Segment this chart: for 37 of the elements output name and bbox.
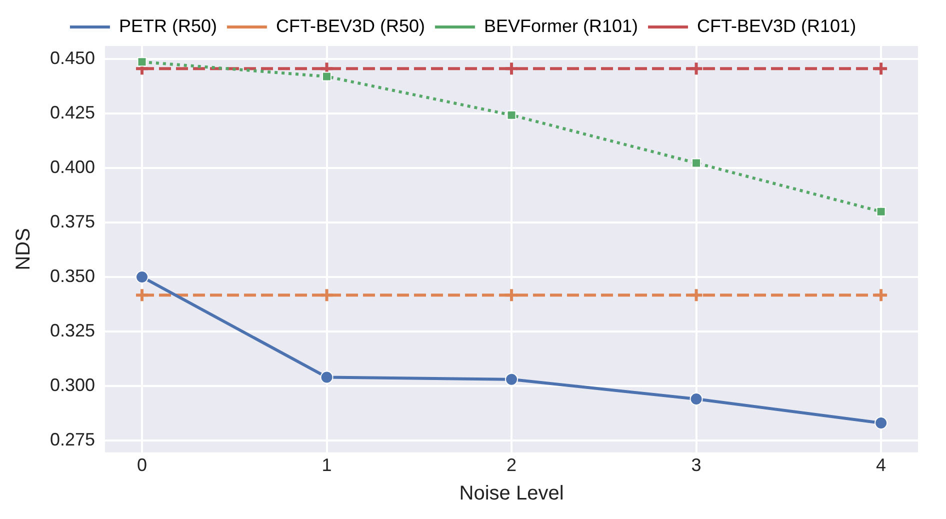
y-tick-label: 0.375: [50, 211, 96, 232]
point: [506, 110, 516, 120]
legend-label: BEVFormer (R101): [484, 16, 638, 36]
x-tick-label: 3: [691, 455, 702, 476]
point: [322, 72, 332, 82]
x-tick-label: 2: [506, 455, 517, 476]
legend-label: CFT-BEV3D (R50): [276, 16, 425, 36]
point: [688, 288, 704, 303]
y-tick-label: 0.450: [50, 48, 96, 68]
point: [874, 416, 888, 430]
point: [874, 288, 889, 303]
point: [134, 288, 150, 303]
x-tick-label: 4: [876, 455, 886, 476]
point: [135, 270, 148, 284]
y-tick-label: 0.400: [50, 157, 96, 177]
y-tick-label: 0.350: [50, 266, 96, 286]
point: [692, 158, 702, 168]
point: [690, 392, 703, 406]
point: [874, 61, 889, 76]
y-tick-label: 0.425: [50, 102, 96, 123]
point: [876, 206, 886, 216]
point: [504, 61, 520, 76]
y-tick-label: 0.325: [50, 320, 96, 340]
x-tick-label: 0: [136, 455, 148, 476]
legend-label: CFT-BEV3D (R101): [697, 16, 856, 36]
x-axis-title: Noise Level: [459, 482, 564, 505]
point: [320, 370, 334, 384]
point: [688, 61, 704, 76]
legend-label: PETR (R50): [118, 16, 217, 36]
point: [319, 288, 334, 303]
point: [137, 57, 147, 67]
y-tick-label: 0.300: [50, 374, 96, 395]
y-tick-label: 0.275: [50, 429, 96, 450]
y-axis-title: NDS: [12, 228, 35, 270]
point: [504, 288, 520, 303]
x-tick-label: 1: [322, 455, 332, 476]
point: [505, 372, 518, 386]
